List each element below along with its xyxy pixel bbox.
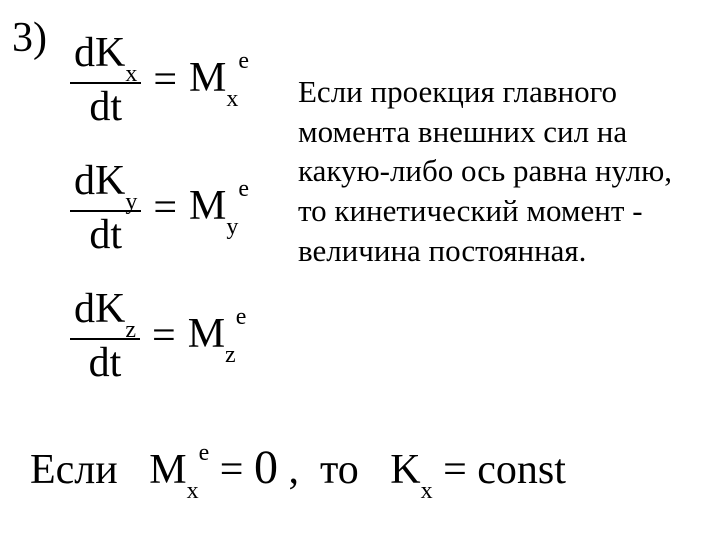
- dK-text: dK: [74, 158, 125, 204]
- equals: =: [220, 447, 244, 493]
- explanation-text: Если проекция главного момента внешних с…: [298, 72, 698, 270]
- equals-sign: =: [152, 312, 176, 360]
- sub-x: x: [187, 478, 199, 504]
- equals-sign: =: [153, 184, 177, 232]
- equation-z: dKz dt = Mze: [70, 288, 270, 384]
- sup-e: e: [236, 304, 247, 330]
- sub-z: z: [125, 317, 136, 343]
- conclusion-line: Если Mxe = 0 , то Kx = const: [30, 440, 566, 499]
- dK-text: dK: [74, 286, 125, 332]
- M-text: M: [188, 311, 225, 357]
- comma: ,: [288, 447, 299, 493]
- sub-y: y: [226, 214, 238, 240]
- then-word: то: [320, 447, 359, 493]
- zero: 0: [254, 441, 278, 494]
- sub-z: z: [225, 342, 236, 368]
- denominator: dt: [70, 86, 141, 128]
- rhs: Mxe: [189, 54, 249, 107]
- fraction: dKx dt: [70, 32, 141, 128]
- const-word: const: [477, 447, 566, 493]
- sup-e: e: [199, 440, 210, 466]
- sub-x: x: [125, 61, 137, 87]
- numerator: dKx: [70, 32, 141, 80]
- rhs: Mze: [188, 310, 247, 363]
- equation-y: dKy dt = Mye: [70, 160, 270, 256]
- dK-text: dK: [74, 30, 125, 76]
- denominator: dt: [70, 214, 141, 256]
- K-sym: K: [390, 447, 420, 493]
- denominator: dt: [70, 342, 140, 384]
- fraction: dKy dt: [70, 160, 141, 256]
- M-text: M: [189, 55, 226, 101]
- equation-x: dKx dt = Mxe: [70, 32, 270, 128]
- sub-x: x: [421, 478, 433, 504]
- numerator: dKz: [70, 288, 140, 336]
- fraction: dKz dt: [70, 288, 140, 384]
- sub-y: y: [125, 189, 137, 215]
- item-number: 3): [12, 14, 47, 62]
- if-word: Если: [30, 447, 118, 493]
- sub-x: x: [226, 86, 238, 112]
- M-sym: M: [149, 447, 186, 493]
- equals: =: [443, 447, 467, 493]
- rhs: Mye: [189, 182, 249, 235]
- M-text: M: [189, 183, 226, 229]
- sup-e: e: [238, 176, 249, 202]
- numerator: dKy: [70, 160, 141, 208]
- sup-e: e: [238, 48, 249, 74]
- equals-sign: =: [153, 56, 177, 104]
- slide: 3) dKx dt = Mxe dKy dt = Mye: [0, 0, 720, 540]
